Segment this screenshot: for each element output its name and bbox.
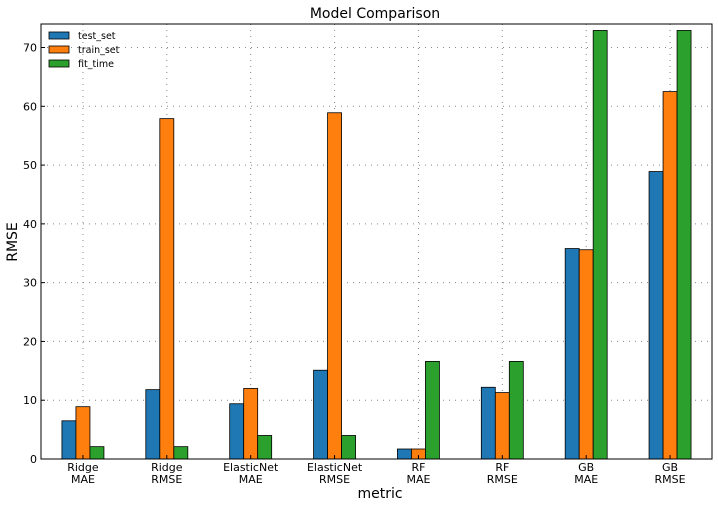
- x-tick-label: RMSE: [151, 473, 182, 486]
- bar-train_set-3: [327, 112, 342, 460]
- bar-train_set-6: [578, 249, 594, 460]
- y-tick-label: 40: [23, 218, 37, 231]
- chart-title: Model Comparison: [310, 6, 440, 22]
- x-tick-label: ElasticNet: [223, 461, 279, 474]
- bar-test_set-6: [564, 248, 580, 460]
- x-tick-label: RMSE: [487, 473, 518, 486]
- bar-test_set-1: [145, 389, 161, 460]
- x-tick-label: RMSE: [655, 473, 686, 486]
- plot-frame: [40, 23, 713, 460]
- bar-fit_time-4: [425, 361, 440, 460]
- bar-fit_time-3: [341, 435, 356, 460]
- legend-label-fit_time: fit_time: [78, 59, 114, 70]
- x-tick-label: MAE: [574, 473, 598, 486]
- y-tick-label: 20: [23, 335, 37, 348]
- bar-test_set-4: [397, 448, 412, 460]
- legend-label-test_set: test_set: [78, 31, 116, 42]
- x-tick-label: ElasticNet: [307, 461, 363, 474]
- x-tick-label: RMSE: [319, 473, 350, 486]
- x-tick-label: GB: [662, 461, 678, 474]
- x-tick-label: Ridge: [151, 461, 183, 474]
- y-tick-label: 10: [23, 394, 37, 407]
- bar-test_set-3: [313, 369, 328, 460]
- bar-train_set-5: [494, 392, 510, 460]
- x-axis-label: metric: [357, 486, 402, 502]
- x-tick-label: RF: [495, 461, 509, 474]
- bar-fit_time-2: [257, 435, 273, 460]
- bar-test_set-0: [61, 420, 77, 460]
- y-axis-label: RMSE: [5, 222, 21, 262]
- y-tick-label: 50: [23, 159, 37, 172]
- y-tick-label: 0: [30, 453, 37, 466]
- bar-fit_time-5: [508, 361, 524, 460]
- bar-test_set-2: [229, 403, 245, 460]
- bar-test_set-5: [480, 386, 496, 460]
- bar-fit_time-6: [592, 30, 608, 460]
- legend-swatch-train_set: [48, 45, 70, 54]
- y-axis: 0 10 20 30 40 50 60 70: [23, 42, 45, 466]
- bar-train_set-1: [159, 118, 175, 460]
- x-tick-label: MAE: [406, 473, 430, 486]
- y-tick-label: 60: [23, 100, 37, 113]
- bar-train_set-2: [243, 388, 259, 460]
- legend-swatch-test_set: [48, 31, 70, 40]
- y-tick-label: 70: [23, 42, 37, 55]
- x-tick-label: Ridge: [67, 461, 99, 474]
- x-tick-label: RF: [411, 461, 425, 474]
- x-axis: RidgeMAERidgeRMSEElasticNetMAEElasticNet…: [67, 455, 686, 486]
- x-tick-label: GB: [578, 461, 594, 474]
- bars-layer: [61, 30, 692, 460]
- legend: test_set train_set fit_time: [48, 31, 120, 70]
- bar-train_set-0: [75, 406, 91, 460]
- bar-test_set-7: [648, 171, 664, 460]
- x-tick-label: MAE: [71, 473, 95, 486]
- bar-fit_time-1: [173, 446, 189, 460]
- grid-layer: [41, 24, 712, 459]
- bar-fit_time-0: [89, 446, 105, 460]
- y-tick-label: 30: [23, 277, 37, 290]
- legend-swatch-fit_time: [48, 59, 70, 68]
- x-tick-label: MAE: [239, 473, 263, 486]
- bar-fit_time-7: [676, 30, 692, 460]
- bar-train_set-7: [662, 91, 678, 460]
- legend-label-train_set: train_set: [78, 45, 120, 56]
